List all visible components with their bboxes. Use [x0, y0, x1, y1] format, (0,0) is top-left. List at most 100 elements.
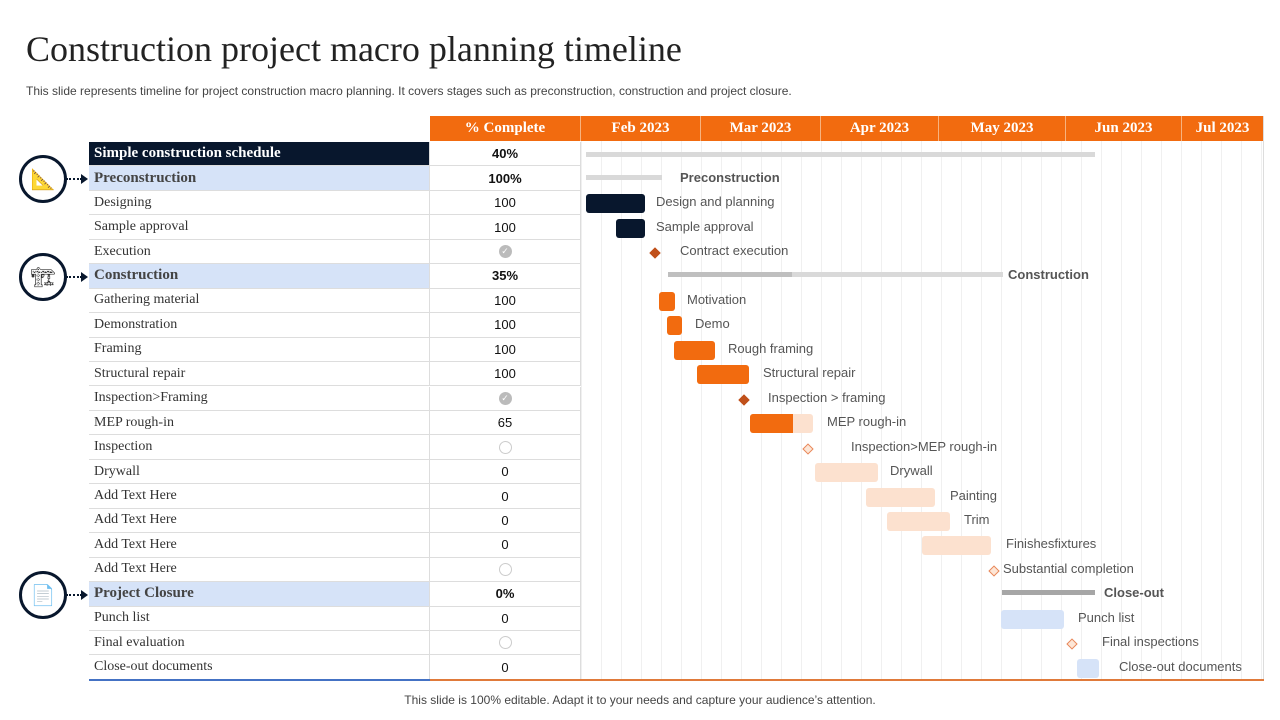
grid-line	[641, 141, 642, 681]
pct-value: 100	[494, 341, 516, 357]
task-bar[interactable]	[667, 316, 682, 336]
pct-cell: 0	[430, 655, 581, 679]
pct-value: 100	[494, 219, 516, 235]
crane-icon: 🏗	[19, 253, 67, 301]
table-row[interactable]: Preconstruction 100%	[89, 166, 581, 191]
table-row[interactable]: Construction 35%	[89, 264, 581, 289]
gantt-label: MEP rough-in	[827, 414, 907, 430]
pct-cell: 0	[430, 606, 581, 630]
table-row[interactable]: Project Closure 0%	[89, 582, 581, 607]
table-row[interactable]: Inspection>Framing ✓	[89, 386, 581, 411]
task-name: Sample approval	[89, 215, 430, 239]
milestone-diamond-icon[interactable]	[1066, 638, 1078, 650]
task-name: Inspection>Framing	[89, 386, 430, 410]
task-bar[interactable]	[1001, 609, 1064, 629]
task-bar[interactable]	[659, 291, 675, 311]
table-row[interactable]: Close-out documents 0	[89, 655, 581, 680]
pct-cell: 0	[430, 508, 581, 533]
pct-complete-header: % Complete	[430, 116, 581, 141]
gantt-label: Motivation	[687, 291, 747, 307]
table-row[interactable]: Framing 100	[89, 337, 581, 363]
grid-line	[961, 141, 962, 681]
pct-value: 100	[494, 292, 516, 308]
pct-value: 0	[501, 537, 509, 553]
gantt-label: Inspection > framing	[768, 389, 886, 405]
task-name: Simple construction schedule	[89, 142, 430, 166]
table-row[interactable]: Drywall 0	[89, 459, 581, 485]
pct-cell: 0	[430, 533, 581, 557]
connector-line	[66, 276, 82, 278]
summary-bar[interactable]	[1002, 590, 1095, 596]
task-bar[interactable]	[815, 463, 878, 483]
task-bar[interactable]	[1077, 658, 1099, 678]
table-row[interactable]: Designing 100	[89, 190, 581, 216]
grid-line	[621, 141, 622, 681]
pct-value: 0	[501, 659, 509, 675]
table-row[interactable]: Add Text Here 0	[89, 484, 581, 509]
table-row[interactable]: Execution ✓	[89, 239, 581, 265]
arrow-icon	[81, 174, 88, 184]
pct-cell: 100	[430, 215, 581, 239]
gantt-label: Construction	[1008, 267, 1089, 283]
task-name: Gathering material	[89, 288, 430, 313]
grid-line	[1121, 141, 1122, 681]
gantt-border	[1263, 116, 1264, 681]
grid-line	[981, 141, 982, 681]
table-row[interactable]: Final evaluation	[89, 631, 581, 656]
grid-line	[821, 141, 822, 681]
task-bar[interactable]	[887, 511, 950, 531]
check-icon: ✓	[498, 391, 512, 405]
grid-line	[901, 141, 902, 681]
task-bar[interactable]	[922, 536, 991, 556]
table-row[interactable]: Demonstration 100	[89, 313, 581, 338]
gantt-label: Design and planning	[656, 194, 775, 210]
empty-circle-icon	[498, 562, 512, 576]
table-row[interactable]: Add Text Here 0	[89, 533, 581, 558]
milestone-diamond-icon[interactable]	[988, 565, 1000, 577]
milestone-diamond-icon[interactable]	[802, 442, 814, 455]
grid-line	[1261, 141, 1262, 681]
table-row[interactable]: Punch list 0	[89, 606, 581, 631]
grid-line	[761, 141, 762, 681]
empty-circle-icon	[498, 440, 512, 454]
pct-cell	[430, 557, 581, 582]
grid-line	[1021, 141, 1022, 681]
overall-schedule-bar[interactable]	[586, 152, 1095, 158]
task-bar[interactable]	[866, 487, 935, 507]
pct-cell: 100	[430, 362, 581, 386]
task-bar[interactable]	[674, 340, 715, 360]
grid-line	[881, 141, 882, 681]
pct-cell: ✓	[430, 239, 581, 264]
table-row[interactable]: Simple construction schedule 40%	[89, 142, 581, 167]
gantt-bottom-border	[430, 679, 1264, 681]
pct-value: 100	[494, 317, 516, 333]
grid-line	[681, 141, 682, 681]
task-name: Add Text Here	[89, 508, 430, 533]
pct-value: 0	[501, 610, 509, 626]
task-bar[interactable]	[586, 194, 645, 214]
grid-line	[781, 141, 782, 681]
summary-bar[interactable]	[586, 174, 662, 180]
table-row[interactable]: Structural repair 100	[89, 362, 581, 387]
arrow-icon	[81, 272, 88, 282]
table-row[interactable]: Sample approval 100	[89, 215, 581, 240]
grid-line	[661, 141, 662, 681]
pct-cell	[430, 631, 581, 655]
grid-line	[1161, 141, 1162, 681]
task-name: Punch list	[89, 606, 430, 630]
table-row[interactable]: Add Text Here	[89, 557, 581, 583]
table-row[interactable]: Inspection	[89, 435, 581, 460]
table-row[interactable]: MEP rough-in 65	[89, 410, 581, 436]
pct-cell: 100%	[430, 166, 581, 190]
task-bar[interactable]	[616, 218, 645, 238]
table-row[interactable]: Add Text Here 0	[89, 508, 581, 534]
pct-cell: 100	[430, 313, 581, 337]
grid-line	[601, 141, 602, 681]
task-bar[interactable]	[697, 365, 749, 385]
pct-cell: 0	[430, 484, 581, 508]
table-row[interactable]: Gathering material 100	[89, 288, 581, 314]
blueprint-icon: 📐	[19, 155, 67, 203]
milestone-diamond-icon[interactable]	[649, 247, 661, 259]
gantt-label: Substantial completion	[1003, 560, 1134, 576]
pct-value: 35%	[491, 268, 519, 284]
